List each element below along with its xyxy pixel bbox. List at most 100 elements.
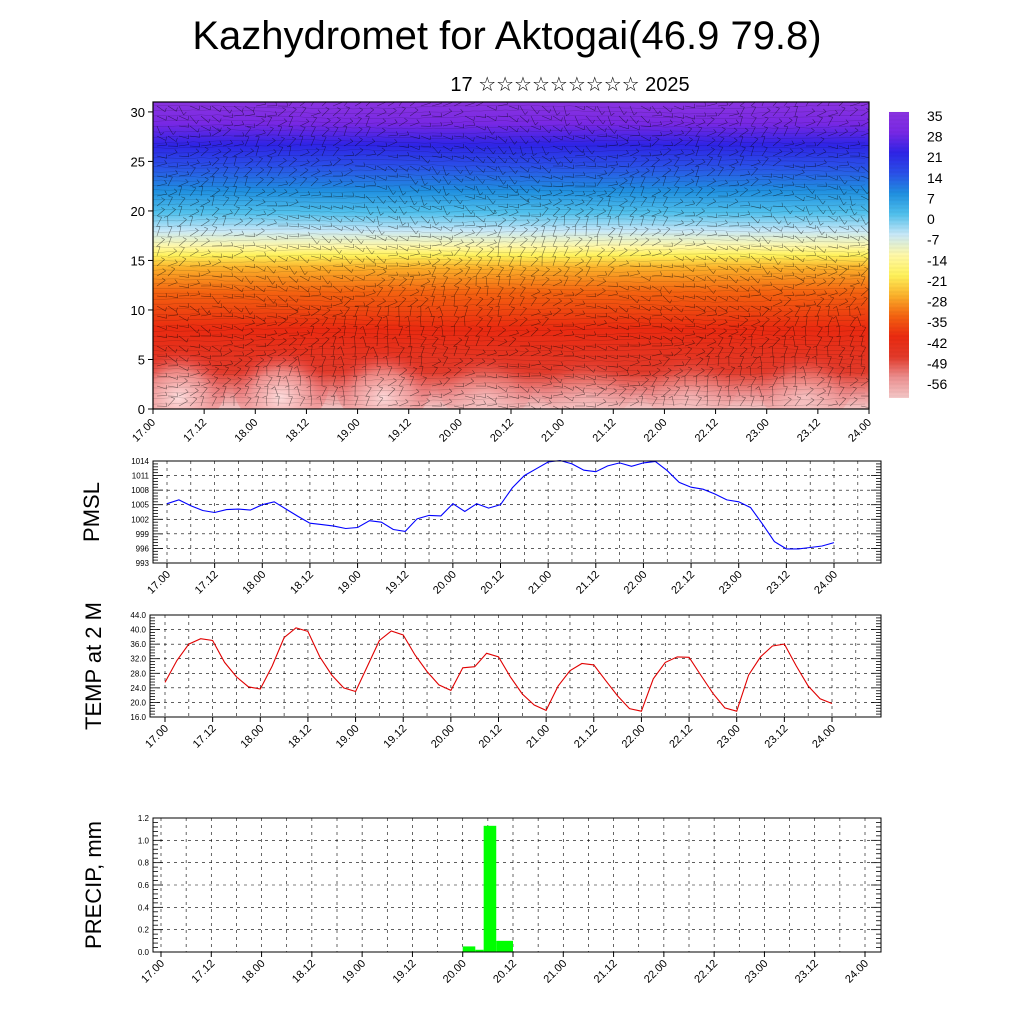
x-tick-label: 20.00 bbox=[429, 723, 457, 751]
y-tick-label: 993 bbox=[136, 559, 150, 568]
x-tick-label: 18.12 bbox=[286, 723, 314, 751]
x-tick-label: 24.00 bbox=[812, 569, 840, 597]
contour-line bbox=[153, 208, 866, 214]
x-tick-label: 21.00 bbox=[524, 723, 552, 751]
contour-line bbox=[153, 396, 866, 402]
y-tick-label: 1011 bbox=[132, 472, 150, 481]
y-tick-label: 5 bbox=[138, 352, 145, 367]
colorbar-label: 0 bbox=[927, 211, 935, 227]
contour-line bbox=[153, 109, 866, 115]
contour-line bbox=[153, 362, 866, 367]
precip-plot: 1.2 1.0 0.8 0.6 0.4 0.2 0.017.00 17.12 18.00 18.1… bbox=[81, 814, 882, 986]
contour-line bbox=[153, 183, 866, 189]
y-tick-label: 20 bbox=[131, 204, 145, 219]
contour-line bbox=[153, 253, 866, 258]
x-tick-label: 23.00 bbox=[717, 569, 745, 597]
x-tick-label: 19.12 bbox=[381, 723, 409, 751]
contour-line bbox=[153, 267, 866, 273]
colorbar-label: -21 bbox=[927, 273, 947, 289]
x-tick-label: 17.12 bbox=[181, 417, 209, 445]
colorbar-label: -49 bbox=[927, 355, 947, 371]
temp-frame bbox=[149, 614, 882, 718]
x-tick-label: 22.00 bbox=[620, 723, 648, 751]
y-tick-label: 1.0 bbox=[138, 836, 150, 845]
contour-line bbox=[153, 104, 866, 110]
x-tick-label: 23.12 bbox=[793, 958, 821, 986]
y-tick-label: 0 bbox=[138, 402, 145, 417]
contour-line bbox=[153, 302, 866, 308]
contour-line bbox=[153, 342, 866, 347]
x-tick-label: 17.12 bbox=[189, 958, 217, 986]
x-tick-label: 23.00 bbox=[744, 417, 772, 445]
y-tick-label: 0.4 bbox=[138, 903, 150, 912]
contour-line bbox=[153, 198, 866, 204]
contour-line bbox=[153, 159, 866, 164]
contour-line bbox=[153, 287, 866, 293]
x-tick-label: 23.12 bbox=[795, 417, 823, 445]
x-tick-label: 23.12 bbox=[763, 723, 791, 751]
contour-line bbox=[153, 248, 866, 253]
x-tick-label: 21.00 bbox=[539, 417, 567, 445]
x-tick-label: 17.00 bbox=[130, 417, 158, 445]
y-tick-label: 0.0 bbox=[138, 948, 150, 957]
x-tick-label: 24.00 bbox=[846, 417, 874, 445]
x-tick-label: 22.00 bbox=[642, 417, 670, 445]
precip-bar bbox=[475, 949, 484, 952]
y-tick-label: 996 bbox=[136, 544, 150, 553]
x-tick-label: 19.00 bbox=[334, 723, 362, 751]
x-tick-label: 21.00 bbox=[541, 958, 569, 986]
colorbar-label: 35 bbox=[927, 108, 943, 124]
y-tick-label: 999 bbox=[136, 530, 150, 539]
x-tick-label: 19.12 bbox=[391, 958, 419, 986]
temp-series-line bbox=[164, 627, 833, 712]
y-tick-label: 1.2 bbox=[138, 814, 150, 823]
x-tick-label: 17.00 bbox=[139, 958, 167, 986]
x-tick-label: 23.00 bbox=[715, 723, 743, 751]
contour-line bbox=[153, 391, 865, 397]
y-tick-label: 36.0 bbox=[130, 640, 146, 649]
contour-line bbox=[153, 282, 866, 288]
colorbar-label: 14 bbox=[927, 170, 943, 186]
colorbar: 35 28 21 14 7 0 -7 -14 -21 -28 -35 -42 -49 -56 bbox=[889, 108, 947, 398]
contour-line bbox=[153, 193, 866, 199]
x-tick-label: 18.00 bbox=[240, 569, 268, 597]
x-tick-label: 18.12 bbox=[284, 417, 312, 445]
contour-line bbox=[153, 238, 866, 243]
wind-barbs bbox=[156, 102, 869, 409]
contour-line bbox=[153, 297, 866, 303]
x-tick-label: 22.12 bbox=[693, 417, 721, 445]
x-tick-label: 17.12 bbox=[193, 569, 221, 597]
contour-line bbox=[153, 367, 865, 372]
warm-blob bbox=[642, 346, 738, 409]
x-tick-label: 20.12 bbox=[491, 958, 519, 986]
contour-line bbox=[153, 243, 866, 249]
precip-bar bbox=[483, 825, 497, 952]
colorbar-fill bbox=[889, 112, 909, 398]
warm-blob bbox=[153, 340, 227, 409]
pmsl-frame bbox=[152, 460, 882, 564]
x-tick-label: 18.12 bbox=[290, 958, 318, 986]
y-tick-label: 20.0 bbox=[130, 698, 146, 707]
x-tick-label: 22.12 bbox=[667, 723, 695, 751]
y-tick-label: 32.0 bbox=[130, 655, 146, 664]
page-subtitle: 17 ☆☆☆☆☆☆☆☆☆ 2025 bbox=[450, 74, 690, 96]
x-tick-label: 24.00 bbox=[843, 958, 871, 986]
contour-line bbox=[153, 377, 866, 382]
y-tick-label: 0.6 bbox=[138, 881, 150, 890]
contour-line bbox=[153, 169, 866, 174]
x-tick-label: 20.00 bbox=[431, 569, 459, 597]
y-tick-label: 28.0 bbox=[130, 669, 146, 678]
x-tick-label: 18.00 bbox=[238, 723, 266, 751]
warm-blob bbox=[232, 340, 329, 409]
contour-line bbox=[153, 218, 866, 224]
contour-line bbox=[153, 258, 866, 263]
contour-line bbox=[153, 273, 866, 278]
x-tick-label: 22.12 bbox=[692, 958, 720, 986]
contour-line bbox=[153, 292, 866, 298]
x-tick-label: 20.12 bbox=[488, 417, 516, 445]
warm-blob bbox=[335, 341, 432, 409]
y-tick-label: 0.2 bbox=[138, 926, 150, 935]
contour-line bbox=[153, 307, 865, 313]
contour-line bbox=[153, 337, 866, 343]
x-tick-label: 23.12 bbox=[765, 569, 793, 597]
